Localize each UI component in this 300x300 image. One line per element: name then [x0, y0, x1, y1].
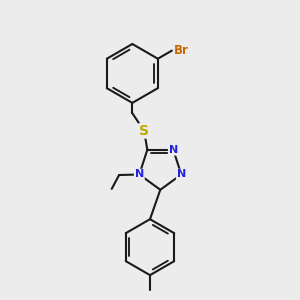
Text: N: N	[177, 169, 186, 179]
Text: N: N	[135, 169, 144, 179]
Text: N: N	[169, 145, 178, 155]
Text: Br: Br	[174, 44, 188, 56]
Text: S: S	[139, 124, 149, 138]
